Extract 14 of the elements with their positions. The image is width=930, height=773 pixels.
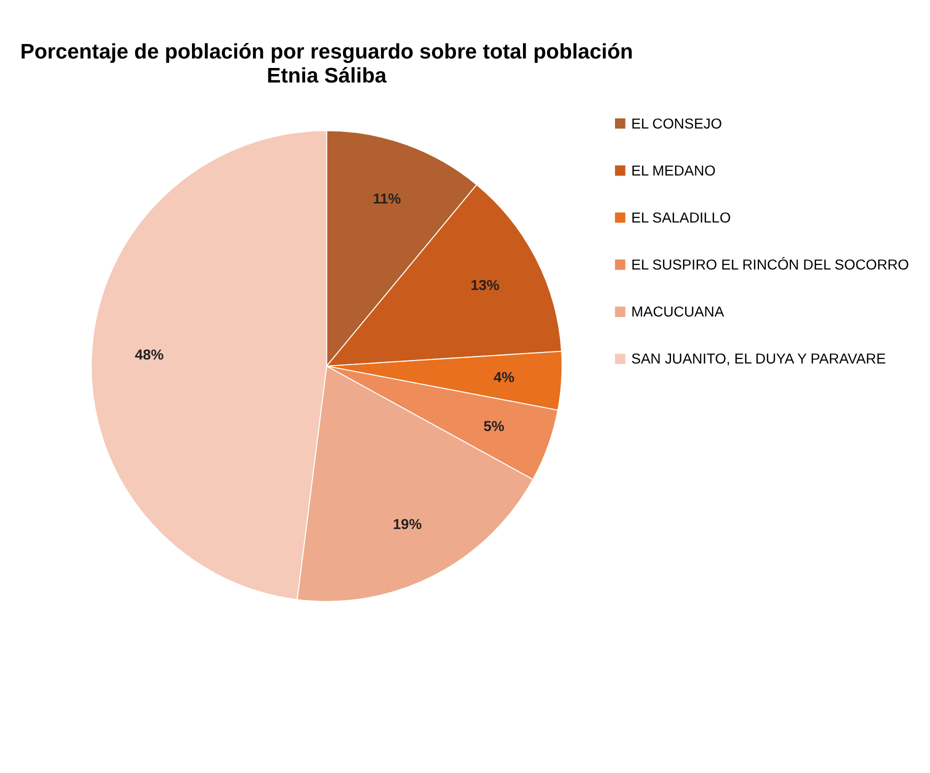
data-label: 4% <box>494 370 515 386</box>
legend-label: MACUCUANA <box>631 304 724 321</box>
data-label: 5% <box>483 419 504 436</box>
data-label: 13% <box>470 278 500 294</box>
data-label: 11% <box>372 192 402 208</box>
chart-title: Porcentaje de población por resguardo sobre total población <box>20 40 634 64</box>
legend-label: EL CONSEJO <box>631 116 722 132</box>
data-label: 48% <box>134 348 164 364</box>
legend-label: EL SALADILLO <box>631 210 731 226</box>
chart-subtitle: Etnia Sáliba <box>266 64 387 88</box>
legend-label: SAN JUANITO, EL DUYA Y PARAVARE <box>631 352 886 368</box>
data-label: 19% <box>392 517 422 534</box>
legend-label: EL MEDANO <box>631 163 716 180</box>
legend-label: EL SUSPIRO EL RINCÓN DEL SOCORRO <box>631 256 909 274</box>
